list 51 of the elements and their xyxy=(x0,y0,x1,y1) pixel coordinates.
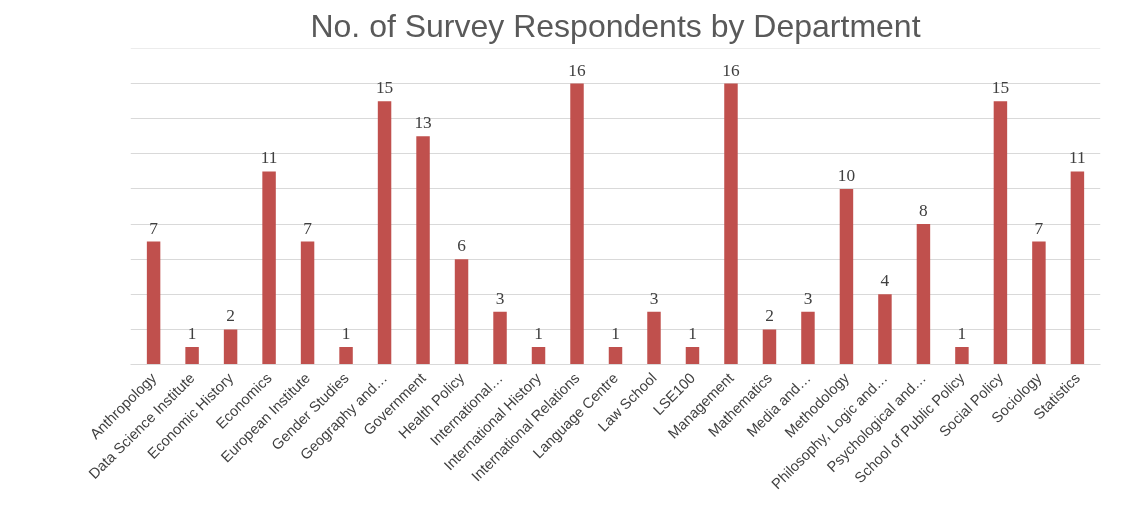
data-label: 1 xyxy=(534,323,543,343)
data-label: 3 xyxy=(495,288,505,308)
bar xyxy=(454,259,469,365)
data-label: 11 xyxy=(260,148,278,168)
chart-title: No. of Survey Respondents by Department xyxy=(310,7,921,44)
bar xyxy=(262,171,276,365)
bar xyxy=(185,346,199,365)
bar xyxy=(416,136,430,365)
data-label: 7 xyxy=(303,218,313,238)
data-label: 1 xyxy=(611,323,620,343)
bar xyxy=(531,346,546,365)
bar xyxy=(647,311,661,365)
data-label: 1 xyxy=(957,323,967,343)
data-label: 7 xyxy=(1034,218,1044,238)
bar xyxy=(493,311,507,365)
bar xyxy=(801,311,815,365)
bar xyxy=(608,346,623,365)
data-label: 15 xyxy=(991,78,1010,98)
data-label: 1 xyxy=(688,323,697,343)
data-label: 7 xyxy=(149,218,159,238)
data-label: 15 xyxy=(375,78,394,98)
bar xyxy=(1070,171,1085,365)
data-label: 16 xyxy=(568,60,587,80)
bar xyxy=(724,83,738,365)
data-label: 3 xyxy=(803,288,813,308)
bar xyxy=(377,101,392,365)
bar xyxy=(878,294,892,365)
bar xyxy=(1032,241,1046,365)
data-label: 2 xyxy=(765,306,774,326)
data-label: 3 xyxy=(649,288,659,308)
bar xyxy=(685,346,700,365)
data-label: 2 xyxy=(226,306,235,326)
bar xyxy=(339,346,353,365)
bar xyxy=(839,188,854,365)
bar xyxy=(762,329,777,365)
data-label: 13 xyxy=(414,113,432,133)
bar xyxy=(570,83,584,365)
data-label: 8 xyxy=(919,201,928,221)
data-label: 4 xyxy=(880,271,890,291)
data-label: 1 xyxy=(341,323,351,343)
data-label: 11 xyxy=(1069,148,1086,168)
data-label: 1 xyxy=(187,323,197,343)
data-label: 10 xyxy=(837,165,856,185)
bar xyxy=(146,241,161,365)
data-label: 6 xyxy=(457,236,467,256)
bar xyxy=(916,224,931,365)
bar xyxy=(223,329,238,365)
bar xyxy=(300,241,315,365)
bar xyxy=(955,346,969,365)
bar xyxy=(993,101,1008,365)
data-label: 16 xyxy=(722,60,740,80)
